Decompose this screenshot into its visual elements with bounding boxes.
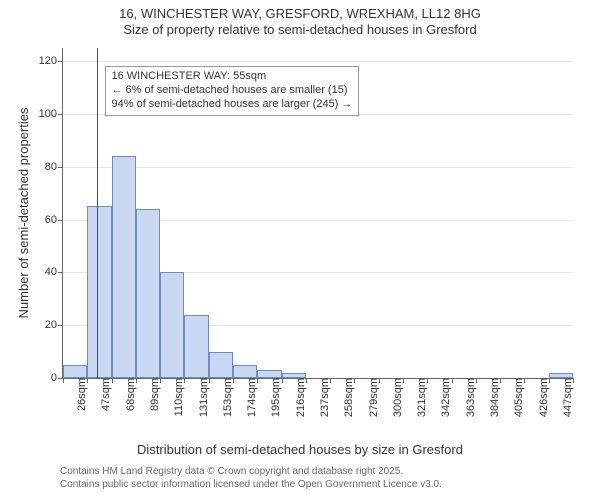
ytick-label: 100 <box>39 108 63 120</box>
xtick-label: 216sqm <box>287 378 307 417</box>
y-axis-label: Number of semi-detached properties <box>16 108 31 319</box>
gridline <box>63 167 573 168</box>
xtick-mark <box>330 378 331 383</box>
xtick-label: 237sqm <box>311 378 331 417</box>
subject-marker-line <box>97 48 98 378</box>
xtick-mark <box>403 378 404 383</box>
histogram-bar <box>87 206 111 378</box>
plot-area: 02040608010012026sqm47sqm68sqm89sqm110sq… <box>62 48 573 379</box>
xtick-mark <box>354 378 355 383</box>
xtick-mark <box>427 378 428 383</box>
gridline <box>63 61 573 62</box>
chart-container: 16, WINCHESTER WAY, GRESFORD, WREXHAM, L… <box>0 0 600 500</box>
annotation-box: 16 WINCHESTER WAY: 55sqm← 6% of semi-det… <box>105 66 360 115</box>
annotation-line2: ← 6% of semi-detached houses are smaller… <box>112 84 353 98</box>
annotation-line3: 94% of semi-detached houses are larger (… <box>112 98 353 112</box>
xtick-mark <box>306 378 307 383</box>
ytick-label: 120 <box>39 55 63 67</box>
xtick-mark <box>549 378 550 383</box>
xtick-label: 447sqm <box>554 378 574 417</box>
histogram-bar <box>184 315 208 378</box>
xtick-mark <box>257 378 258 383</box>
xtick-label: 131sqm <box>190 378 210 417</box>
xtick-label: 153sqm <box>214 378 234 417</box>
xtick-mark <box>452 378 453 383</box>
histogram-bar <box>257 370 281 378</box>
xtick-mark <box>282 378 283 383</box>
xtick-mark <box>184 378 185 383</box>
histogram-bar <box>160 272 184 378</box>
xtick-mark <box>524 378 525 383</box>
title-line-2: Size of property relative to semi-detach… <box>0 22 600 38</box>
title-line-1: 16, WINCHESTER WAY, GRESFORD, WREXHAM, L… <box>0 6 600 22</box>
ytick-label: 80 <box>45 161 63 173</box>
histogram-bar <box>209 352 233 378</box>
histogram-bar <box>136 209 160 378</box>
ytick-label: 0 <box>51 372 63 384</box>
xtick-label: 321sqm <box>408 378 428 417</box>
x-axis-label: Distribution of semi-detached houses by … <box>0 442 600 457</box>
xtick-label: 68sqm <box>117 378 137 411</box>
xtick-label: 405sqm <box>505 378 525 417</box>
annotation-line1: 16 WINCHESTER WAY: 55sqm <box>112 70 353 84</box>
xtick-label: 258sqm <box>335 378 355 417</box>
footer-attribution: Contains HM Land Registry data © Crown c… <box>60 466 442 491</box>
xtick-mark <box>209 378 210 383</box>
xtick-label: 300sqm <box>384 378 404 417</box>
ytick-label: 40 <box>45 266 63 278</box>
xtick-label: 174sqm <box>238 378 258 417</box>
xtick-label: 342sqm <box>432 378 452 417</box>
xtick-mark <box>379 378 380 383</box>
xtick-label: 47sqm <box>92 378 112 411</box>
xtick-mark <box>160 378 161 383</box>
xtick-mark <box>476 378 477 383</box>
xtick-mark <box>112 378 113 383</box>
xtick-label: 279sqm <box>360 378 380 417</box>
histogram-bar <box>112 156 136 378</box>
xtick-label: 384sqm <box>481 378 501 417</box>
xtick-label: 26sqm <box>68 378 88 411</box>
chart-title: 16, WINCHESTER WAY, GRESFORD, WREXHAM, L… <box>0 6 600 39</box>
xtick-mark <box>136 378 137 383</box>
xtick-mark <box>500 378 501 383</box>
xtick-label: 195sqm <box>262 378 282 417</box>
histogram-bar <box>233 365 257 378</box>
xtick-label: 110sqm <box>165 378 185 416</box>
footer-line-1: Contains HM Land Registry data © Crown c… <box>60 466 442 479</box>
xtick-mark <box>63 378 64 383</box>
xtick-label: 89sqm <box>141 378 161 411</box>
xtick-mark <box>233 378 234 383</box>
xtick-label: 426sqm <box>530 378 550 417</box>
ytick-label: 20 <box>45 319 63 331</box>
xtick-mark <box>87 378 88 383</box>
xtick-mark <box>573 378 574 383</box>
ytick-label: 60 <box>45 214 63 226</box>
footer-line-2: Contains public sector information licen… <box>60 479 442 492</box>
xtick-label: 363sqm <box>457 378 477 417</box>
histogram-bar <box>63 365 87 378</box>
